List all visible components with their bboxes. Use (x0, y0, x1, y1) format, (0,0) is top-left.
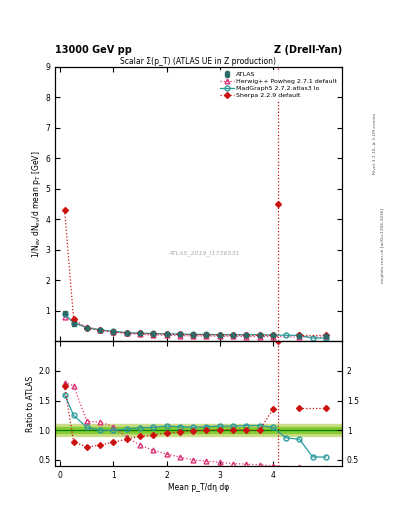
MadGraph5 2.7.2.atlas3 lo (191, 331, 195, 337)
Herwig++ Powheg 2.7.1 default (151, 332, 156, 338)
Herwig++ Powheg 2.7.1 default (71, 319, 76, 325)
MadGraph5 2.7.2.atlas3 lo (98, 327, 103, 333)
MadGraph5 2.7.2.atlas3 lo (217, 332, 222, 338)
MadGraph5 2.7.2.atlas3 lo (111, 328, 116, 334)
Herwig++ Powheg 2.7.1 default (231, 333, 235, 339)
Y-axis label: 1/N$_{ev}$ dN$_{ev}$/d mean p$_T$ [GeV]: 1/N$_{ev}$ dN$_{ev}$/d mean p$_T$ [GeV] (29, 150, 42, 258)
MadGraph5 2.7.2.atlas3 lo (284, 332, 288, 338)
MadGraph5 2.7.2.atlas3 lo (62, 311, 67, 317)
Herwig++ Powheg 2.7.1 default (164, 332, 169, 338)
MadGraph5 2.7.2.atlas3 lo (231, 332, 235, 338)
Herwig++ Powheg 2.7.1 default (98, 327, 103, 333)
Title: Scalar Σ(p_T) (ATLAS UE in Z production): Scalar Σ(p_T) (ATLAS UE in Z production) (121, 57, 276, 66)
Herwig++ Powheg 2.7.1 default (125, 330, 129, 336)
Text: mcplots.cern.ch [arXiv:1306.3436]: mcplots.cern.ch [arXiv:1306.3436] (381, 208, 385, 283)
MadGraph5 2.7.2.atlas3 lo (270, 332, 275, 338)
MadGraph5 2.7.2.atlas3 lo (151, 330, 156, 336)
MadGraph5 2.7.2.atlas3 lo (204, 331, 209, 337)
Line: Sherpa 2.2.9 default: Sherpa 2.2.9 default (298, 333, 328, 337)
Herwig++ Powheg 2.7.1 default (138, 331, 142, 337)
Sherpa 2.2.9 default (323, 332, 328, 338)
MadGraph5 2.7.2.atlas3 lo (323, 335, 328, 341)
Text: Rivet 3.1.10, ≥ 3.1M events: Rivet 3.1.10, ≥ 3.1M events (373, 113, 377, 174)
Herwig++ Powheg 2.7.1 default (244, 333, 249, 339)
Herwig++ Powheg 2.7.1 default (62, 314, 67, 320)
Herwig++ Powheg 2.7.1 default (191, 333, 195, 339)
Herwig++ Powheg 2.7.1 default (111, 329, 116, 335)
MadGraph5 2.7.2.atlas3 lo (244, 332, 249, 338)
MadGraph5 2.7.2.atlas3 lo (125, 330, 129, 336)
Herwig++ Powheg 2.7.1 default (323, 334, 328, 340)
MadGraph5 2.7.2.atlas3 lo (178, 331, 182, 337)
Text: Z (Drell-Yan): Z (Drell-Yan) (274, 45, 342, 55)
MadGraph5 2.7.2.atlas3 lo (297, 332, 302, 338)
Text: ATLAS_2019_I1736531: ATLAS_2019_I1736531 (169, 250, 240, 256)
MadGraph5 2.7.2.atlas3 lo (71, 319, 76, 326)
MadGraph5 2.7.2.atlas3 lo (310, 335, 315, 341)
Herwig++ Powheg 2.7.1 default (217, 333, 222, 339)
Herwig++ Powheg 2.7.1 default (204, 333, 209, 339)
Herwig++ Powheg 2.7.1 default (270, 333, 275, 339)
Line: MadGraph5 2.7.2.atlas3 lo: MadGraph5 2.7.2.atlas3 lo (62, 311, 329, 340)
Y-axis label: Ratio to ATLAS: Ratio to ATLAS (26, 375, 35, 432)
Herwig++ Powheg 2.7.1 default (84, 324, 89, 330)
Line: Herwig++ Powheg 2.7.1 default: Herwig++ Powheg 2.7.1 default (62, 314, 329, 339)
X-axis label: Mean p_T/dη dφ: Mean p_T/dη dφ (168, 482, 229, 492)
Legend: ATLAS, Herwig++ Powheg 2.7.1 default, MadGraph5 2.7.2.atlas3 lo, Sherpa 2.2.9 de: ATLAS, Herwig++ Powheg 2.7.1 default, Ma… (218, 70, 339, 100)
MadGraph5 2.7.2.atlas3 lo (138, 330, 142, 336)
Text: 13000 GeV pp: 13000 GeV pp (55, 45, 132, 55)
Sherpa 2.2.9 default (297, 332, 302, 338)
Herwig++ Powheg 2.7.1 default (257, 333, 262, 339)
MadGraph5 2.7.2.atlas3 lo (164, 331, 169, 337)
Herwig++ Powheg 2.7.1 default (297, 334, 302, 340)
MadGraph5 2.7.2.atlas3 lo (257, 332, 262, 338)
MadGraph5 2.7.2.atlas3 lo (84, 325, 89, 331)
Herwig++ Powheg 2.7.1 default (178, 333, 182, 339)
